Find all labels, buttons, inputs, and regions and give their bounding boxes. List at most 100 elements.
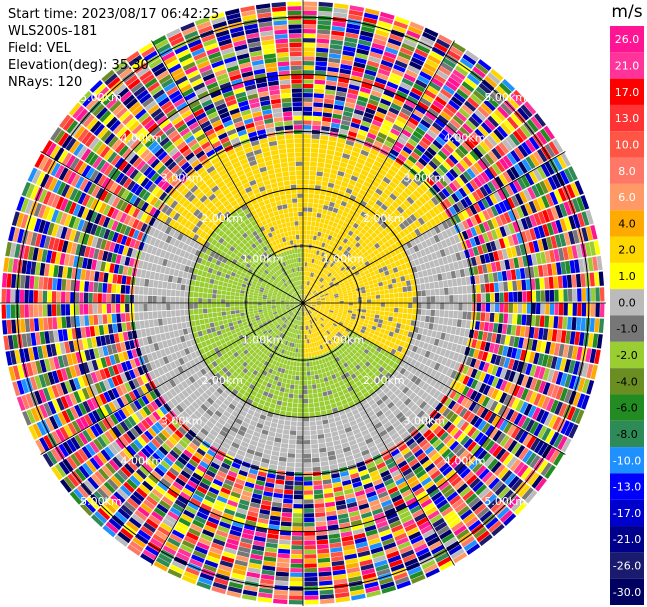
velocity-gate	[556, 154, 567, 169]
velocity-gate	[571, 317, 577, 331]
velocity-gate	[505, 136, 517, 149]
velocity-gate	[366, 295, 372, 300]
velocity-gate	[276, 562, 290, 568]
velocity-gate	[303, 138, 311, 144]
velocity-gate	[325, 441, 334, 448]
velocity-gate	[282, 378, 287, 384]
velocity-gate	[303, 202, 308, 208]
velocity-gate	[319, 261, 324, 267]
velocity-gate	[318, 562, 331, 568]
velocity-gate	[291, 535, 303, 541]
velocity-gate	[317, 20, 332, 26]
velocity-gate	[423, 322, 430, 329]
velocity-gate	[410, 134, 421, 144]
velocity-gate	[440, 295, 445, 303]
velocity-gate	[345, 188, 353, 195]
velocity-gate	[333, 280, 339, 285]
velocity-gate	[318, 203, 324, 209]
velocity-gate	[482, 209, 491, 221]
velocity-gate	[358, 260, 364, 266]
velocity-gate	[393, 20, 408, 30]
velocity-gate	[401, 281, 407, 287]
velocity-gate	[494, 292, 500, 302]
velocity-gate	[449, 236, 457, 245]
velocity-gate	[567, 166, 578, 181]
velocity-gate	[314, 269, 318, 274]
velocity-gate	[294, 380, 299, 385]
velocity-gate	[288, 448, 296, 454]
velocity-gate	[323, 395, 329, 401]
velocity-gate	[339, 282, 345, 287]
velocity-gate	[442, 174, 452, 185]
velocity-gate	[342, 110, 353, 118]
velocity-gate	[357, 158, 366, 165]
velocity-gate	[293, 504, 303, 509]
velocity-gate	[434, 316, 440, 324]
velocity-gate	[599, 303, 605, 318]
velocity-gate	[452, 114, 465, 126]
velocity-gate	[309, 180, 316, 185]
velocity-gate	[310, 148, 319, 153]
velocity-gate	[477, 159, 488, 171]
velocity-gate	[481, 197, 490, 209]
velocity-gate	[466, 153, 477, 164]
velocity-gate	[307, 221, 312, 226]
velocity-gate	[313, 365, 318, 371]
velocity-gate	[432, 139, 443, 150]
velocity-gate	[396, 206, 405, 214]
velocity-gate	[450, 270, 457, 279]
velocity-gate	[330, 226, 336, 232]
velocity-gate	[304, 499, 314, 504]
velocity-gate	[310, 152, 318, 158]
velocity-gate	[437, 213, 445, 223]
velocity-gate	[490, 112, 503, 125]
velocity-gate	[418, 157, 428, 167]
velocity-gate	[343, 295, 349, 299]
velocity-gate	[340, 241, 346, 248]
velocity-gate	[501, 324, 508, 335]
velocity-gate	[285, 364, 290, 370]
velocity-gate	[286, 466, 295, 472]
velocity-gate	[310, 272, 313, 277]
velocity-gate	[535, 303, 541, 315]
velocity-gate	[362, 266, 368, 272]
velocity-gate	[312, 116, 322, 121]
velocity-gate	[329, 240, 334, 246]
velocity-gate	[434, 309, 440, 317]
velocity-gate	[362, 196, 370, 203]
velocity-gate	[372, 85, 384, 94]
velocity-gate	[446, 140, 458, 151]
velocity-gate	[325, 501, 336, 508]
velocity-gate	[321, 252, 325, 257]
velocity-gate	[303, 33, 316, 39]
velocity-gate	[412, 190, 422, 199]
velocity-gate	[323, 223, 328, 229]
velocity-gate	[539, 128, 552, 143]
velocity-gate	[374, 235, 381, 243]
velocity-gate	[394, 119, 405, 129]
velocity-gate	[355, 182, 363, 189]
velocity-gate	[385, 298, 390, 303]
velocity-gate	[472, 147, 484, 159]
velocity-gate	[493, 109, 506, 122]
velocity-gate	[391, 68, 404, 77]
velocity-gate	[423, 27, 439, 38]
velocity-gate	[560, 152, 571, 167]
velocity-gate	[364, 231, 371, 238]
velocity-gate	[317, 270, 321, 276]
velocity-gate	[329, 398, 336, 405]
velocity-gate	[431, 77, 444, 88]
velocity-gate	[273, 492, 283, 499]
velocity-gate	[466, 167, 476, 179]
velocity-gate	[320, 218, 325, 224]
velocity-gate	[449, 136, 461, 147]
velocity-gate	[454, 148, 466, 159]
velocity-gate	[338, 229, 344, 236]
velocity-gate	[363, 12, 379, 20]
velocity-gate	[323, 253, 328, 259]
velocity-gate	[373, 115, 384, 123]
velocity-gate	[598, 271, 604, 286]
velocity-gate	[536, 148, 548, 163]
velocity-gate	[312, 111, 323, 117]
velocity-gate	[303, 403, 309, 408]
